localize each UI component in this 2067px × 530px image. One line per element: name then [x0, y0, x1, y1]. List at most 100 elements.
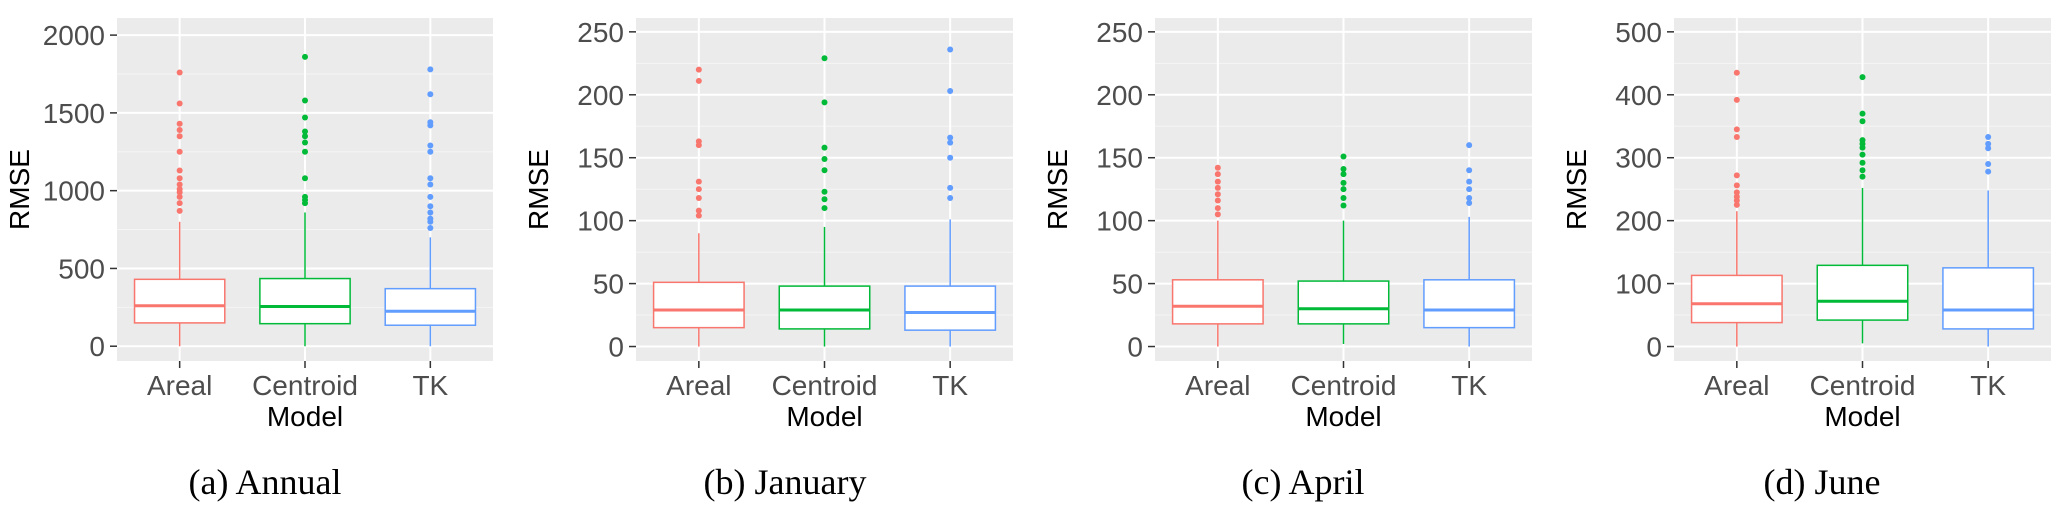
- outlier-point: [695, 66, 702, 73]
- y-tick-label: 0: [1127, 332, 1143, 363]
- chart-panel-4: 0 100 200 300 400 500 Areal Centroid TK Model RMSE…: [1561, 17, 2051, 502]
- outlier-point: [302, 133, 308, 140]
- outlier-point: [1340, 202, 1347, 209]
- box-centroid: [1816, 74, 1909, 344]
- y-tick-label: 0: [89, 331, 105, 362]
- outlier-point: [427, 181, 434, 188]
- y-tick-label: 2000: [43, 20, 105, 51]
- y-tick-label: 150: [1096, 143, 1143, 174]
- outlier-point: [1214, 197, 1221, 204]
- outlier-point: [302, 148, 308, 155]
- outlier-point: [427, 66, 434, 73]
- outlier-point: [947, 154, 954, 161]
- outlier-point: [1466, 167, 1473, 174]
- y-axis-title: RMSE: [1561, 149, 1592, 230]
- outlier-point: [821, 99, 828, 106]
- box-areal: [1690, 69, 1783, 347]
- outlier-point: [427, 142, 434, 149]
- box-iqr: [1942, 267, 2035, 330]
- outlier-point: [1214, 205, 1221, 212]
- y-tick-label: 300: [1615, 143, 1662, 174]
- outlier-point: [427, 215, 434, 222]
- outlier-point: [176, 200, 183, 207]
- chart-panel-2: 0 50 100 150 200 250 Areal Centroid TK Model RMSE (…: [523, 17, 1013, 502]
- outlier-point: [176, 167, 183, 174]
- outlier-point: [176, 69, 183, 76]
- outlier-point: [176, 181, 183, 188]
- outlier-point: [821, 55, 828, 62]
- outlier-point: [176, 133, 183, 140]
- outlier-point: [947, 46, 954, 53]
- outlier-point: [1733, 69, 1740, 76]
- outlier-point: [1340, 194, 1347, 201]
- outlier-point: [302, 139, 308, 146]
- outlier-point: [1214, 164, 1221, 171]
- outlier-point: [427, 175, 434, 182]
- outlier-point: [302, 97, 308, 104]
- outlier-point: [821, 205, 828, 212]
- outlier-point: [695, 138, 702, 145]
- outlier-point: [427, 91, 434, 98]
- y-tick-label: 50: [593, 269, 624, 300]
- box-centroid: [778, 55, 871, 347]
- chart-panel-1: 0 500 1000 1500 2000 Areal Centroid TK Model RMSE…: [4, 18, 493, 502]
- outlier-point: [176, 120, 183, 127]
- outlier-point: [1733, 133, 1740, 140]
- y-tick-label: 500: [1615, 17, 1662, 48]
- outlier-point: [1340, 171, 1347, 178]
- outlier-point: [1859, 151, 1866, 158]
- outlier-point: [176, 148, 183, 155]
- box-tk: [904, 46, 997, 347]
- panel-caption: (b) January: [704, 462, 867, 502]
- outlier-point: [1733, 182, 1740, 189]
- outlier-point: [695, 77, 702, 84]
- x-tick-label: TK: [412, 370, 448, 401]
- outlier-point: [176, 186, 183, 193]
- y-tick-label: 150: [577, 143, 624, 174]
- box-iqr: [652, 281, 745, 329]
- y-tick-label: 250: [1096, 17, 1143, 48]
- box-tk: [1942, 133, 2035, 347]
- outlier-point: [947, 134, 954, 141]
- box-areal: [133, 69, 226, 347]
- outlier-point: [1859, 110, 1866, 117]
- outlier-point: [427, 203, 434, 210]
- outlier-point: [1859, 173, 1866, 180]
- outlier-point: [176, 175, 183, 182]
- outlier-point: [1733, 201, 1740, 208]
- outlier-point: [1340, 186, 1347, 193]
- x-axis-title: Model: [267, 401, 343, 432]
- x-axis-title: Model: [1305, 401, 1381, 432]
- outlier-point: [1985, 133, 1992, 140]
- box-areal: [652, 66, 745, 347]
- outlier-point: [821, 188, 828, 195]
- outlier-point: [1733, 172, 1740, 179]
- outlier-point: [695, 207, 702, 214]
- box-iqr: [904, 285, 997, 331]
- y-tick-label: 50: [1112, 269, 1143, 300]
- outlier-point: [1340, 166, 1347, 173]
- outlier-point: [1214, 171, 1221, 178]
- outlier-point: [1733, 189, 1740, 196]
- y-tick-label: 1500: [43, 98, 105, 129]
- outlier-point: [427, 193, 434, 200]
- outlier-point: [1859, 74, 1866, 81]
- outlier-point: [1733, 193, 1740, 200]
- y-tick-label: 250: [577, 17, 624, 48]
- outlier-point: [1859, 167, 1866, 174]
- y-tick-label: 200: [577, 80, 624, 111]
- panel-caption: (d) June: [1764, 462, 1881, 502]
- outlier-point: [1733, 96, 1740, 103]
- outlier-point: [1466, 186, 1473, 193]
- box-areal: [1171, 164, 1264, 347]
- outlier-point: [1214, 191, 1221, 198]
- y-axis-title: RMSE: [4, 149, 35, 230]
- box-tk: [1423, 142, 1516, 347]
- outlier-point: [1214, 211, 1221, 218]
- outlier-point: [1340, 153, 1347, 160]
- x-tick-label: TK: [1451, 370, 1487, 401]
- outlier-point: [1214, 184, 1221, 191]
- outlier-point: [1466, 200, 1473, 207]
- panel-caption: (c) April: [1242, 462, 1365, 502]
